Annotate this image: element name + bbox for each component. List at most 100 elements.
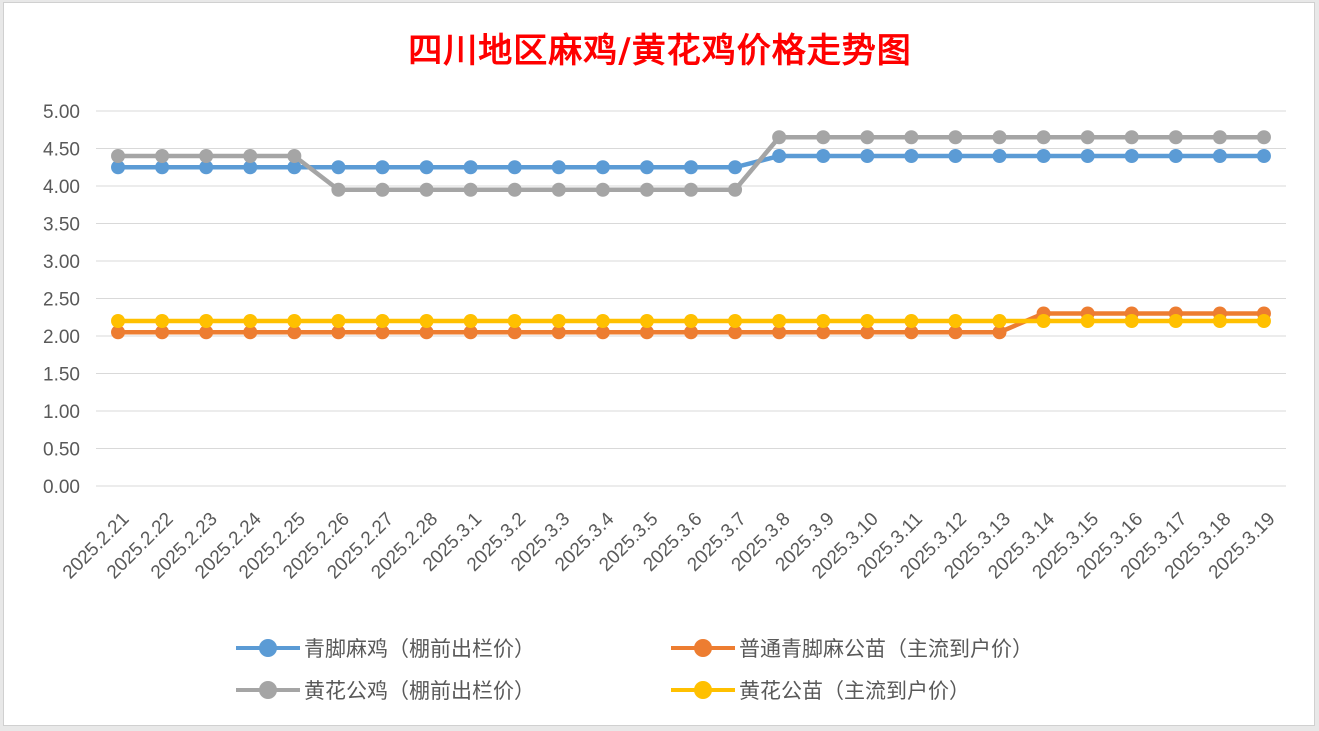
data-point [155, 314, 170, 328]
data-point [772, 314, 787, 328]
data-point [904, 130, 919, 145]
chart-title: 四川地区麻鸡/黄花鸡价格走势图 [408, 31, 912, 71]
legend-marker-3 [694, 681, 712, 699]
data-point [1168, 314, 1183, 328]
data-point [1080, 130, 1095, 145]
data-point [463, 160, 478, 175]
y-tick-label: 2.00 [43, 327, 80, 348]
data-point [1256, 314, 1271, 328]
y-tick-label: 1.50 [43, 365, 80, 386]
data-point [463, 325, 478, 340]
data-point [992, 325, 1007, 340]
data-point [1212, 149, 1227, 163]
y-tick-label: 1.00 [43, 402, 80, 423]
legend-marker-2 [259, 681, 277, 699]
data-point [287, 149, 302, 163]
data-point [551, 314, 566, 328]
data-point [419, 314, 434, 328]
legend-label-1: 普通青脚麻公苗（主流到户价） [739, 637, 1033, 661]
data-point [860, 314, 875, 328]
data-point [595, 325, 610, 340]
data-point [331, 314, 346, 328]
data-point [992, 130, 1007, 145]
data-point [948, 325, 963, 340]
data-point [155, 160, 170, 175]
data-point [243, 149, 258, 163]
data-point [331, 182, 346, 197]
data-point [419, 325, 434, 340]
data-point [419, 182, 434, 197]
data-point [1212, 130, 1227, 145]
data-point [684, 314, 698, 328]
data-point [816, 314, 831, 328]
data-point [992, 314, 1007, 328]
data-point [243, 314, 258, 328]
data-point [199, 314, 214, 328]
chart-area: 四川地区麻鸡/黄花鸡价格走势图 0.00 0.50 1.00 1.50 2.00 2.50… [3, 2, 1315, 726]
data-point [1080, 314, 1095, 328]
legend-marker-0 [259, 639, 277, 657]
data-point [860, 149, 875, 163]
y-tick-label: 0.50 [43, 440, 80, 461]
data-point [111, 325, 126, 340]
data-point [1080, 149, 1095, 163]
data-point [684, 325, 698, 340]
data-point [639, 160, 654, 175]
data-point [155, 325, 170, 340]
legend-item-1: 普通青脚麻公苗（主流到户价） [671, 633, 1033, 663]
data-point [816, 130, 831, 145]
legend-label-0: 青脚麻鸡（棚前出栏价） [304, 637, 535, 661]
data-point [1036, 130, 1051, 145]
data-point [948, 130, 963, 145]
data-point [595, 182, 610, 197]
data-point [463, 182, 478, 197]
legend-swatch-0 [236, 638, 300, 658]
data-point [463, 314, 478, 328]
data-point [1256, 130, 1271, 145]
data-point [860, 325, 875, 340]
data-point [684, 160, 698, 175]
data-point [816, 325, 831, 340]
y-tick-label: 3.50 [43, 215, 80, 236]
data-point [595, 314, 610, 328]
data-point [507, 160, 522, 175]
data-point [1168, 130, 1183, 145]
data-point [904, 325, 919, 340]
y-tick-label: 3.00 [43, 252, 80, 273]
data-point [507, 314, 522, 328]
data-point [507, 325, 522, 340]
y-tick-label: 4.50 [43, 140, 80, 161]
data-point [375, 182, 390, 197]
data-point [551, 182, 566, 197]
legend-item-3: 黄花公苗（主流到户价） [671, 675, 970, 705]
data-point [155, 149, 170, 163]
data-point [1168, 149, 1183, 163]
legend-label-3: 黄花公苗（主流到户价） [739, 679, 970, 703]
data-point [728, 325, 743, 340]
data-point [992, 149, 1007, 163]
data-point [287, 314, 302, 328]
data-point [111, 314, 126, 328]
data-point [728, 182, 743, 197]
data-point [639, 325, 654, 340]
data-point [728, 314, 743, 328]
legend-swatch-2 [236, 680, 300, 700]
data-point [816, 149, 831, 163]
data-point [551, 160, 566, 175]
data-point [331, 325, 346, 340]
data-point [772, 325, 787, 340]
legend-swatch-1 [671, 638, 735, 658]
data-point [111, 149, 126, 163]
data-point [551, 325, 566, 340]
legend-marker-1 [694, 639, 712, 657]
y-tick-label: 5.00 [43, 102, 80, 123]
data-point [948, 314, 963, 328]
data-point [904, 149, 919, 163]
data-point [375, 325, 390, 340]
legend-item-0: 青脚麻鸡（棚前出栏价） [236, 633, 535, 663]
legend-label-2: 黄花公鸡（棚前出栏价） [304, 679, 535, 703]
data-point [1124, 130, 1139, 145]
data-point [375, 160, 390, 175]
data-point [684, 182, 698, 197]
data-point [595, 160, 610, 175]
